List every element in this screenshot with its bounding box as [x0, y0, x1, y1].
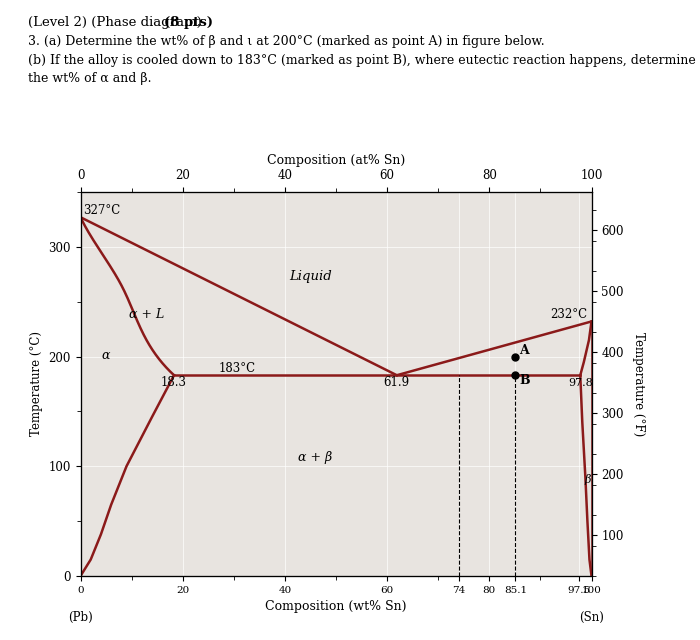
Text: 18.3: 18.3: [161, 376, 187, 389]
Text: Liquid: Liquid: [289, 270, 332, 283]
Text: 61.9: 61.9: [384, 376, 410, 389]
Text: the wt% of α and β.: the wt% of α and β.: [28, 72, 151, 85]
Text: 327°C: 327°C: [83, 204, 120, 217]
Text: 232°C: 232°C: [551, 308, 588, 321]
Text: B: B: [519, 374, 530, 387]
Text: A: A: [519, 344, 529, 357]
Text: (Sn): (Sn): [579, 611, 604, 624]
X-axis label: Composition (wt% Sn): Composition (wt% Sn): [265, 600, 407, 613]
X-axis label: Composition (at% Sn): Composition (at% Sn): [267, 154, 405, 167]
Text: α + β: α + β: [298, 451, 332, 464]
Text: β: β: [584, 474, 591, 484]
Text: 183°C: 183°C: [218, 362, 256, 375]
Text: (Pb): (Pb): [68, 611, 93, 624]
Y-axis label: Temperature (°F): Temperature (°F): [631, 332, 645, 436]
Text: α: α: [102, 349, 111, 362]
Text: α + L: α + L: [130, 308, 164, 321]
Text: 97.8: 97.8: [568, 378, 593, 388]
Text: (8 pts): (8 pts): [164, 16, 214, 29]
Text: (b) If the alloy is cooled down to 183°C (marked as point B), where eutectic rea: (b) If the alloy is cooled down to 183°C…: [28, 54, 696, 67]
Text: 3. (a) Determine the wt% of β and ι at 200°C (marked as point A) in figure below: 3. (a) Determine the wt% of β and ι at 2…: [28, 35, 545, 48]
Text: (Level 2) (Phase diagram): (Level 2) (Phase diagram): [28, 16, 206, 29]
Y-axis label: Temperature (°C): Temperature (°C): [29, 332, 43, 436]
